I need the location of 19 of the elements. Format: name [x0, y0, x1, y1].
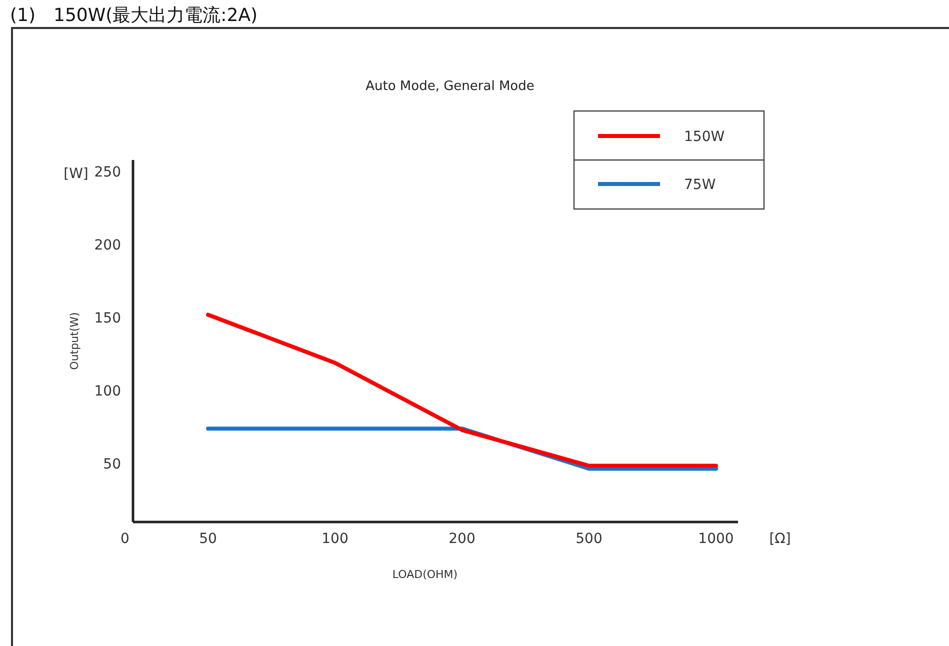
y-axis-title: Output(W) — [68, 312, 81, 370]
y-tick-label: 200 — [94, 238, 121, 254]
y-tick-label: 50 — [103, 456, 121, 473]
x-tick-label: 0 — [120, 531, 130, 547]
x-tick-label: 50 — [199, 531, 217, 547]
text: [W] — [64, 166, 88, 182]
x-tick-label: 500 — [576, 531, 602, 547]
y-tick-label: 250 — [94, 164, 121, 181]
x-axis-title: LOAD(OHM) — [392, 568, 458, 581]
y-tick-label: 150 — [94, 310, 121, 327]
y-tick-label: 100 — [94, 384, 121, 400]
chart-subtitle: Auto Mode, General Mode — [366, 79, 534, 94]
x-tick-label: 200 — [448, 531, 476, 547]
chart-title: (1) 150W(最大出力電流:2A) — [10, 5, 258, 26]
legend-label: 75W — [684, 177, 716, 193]
text: [Ω] — [769, 531, 791, 547]
legend-label: 150W — [684, 129, 725, 145]
x-tick-label: 1000 — [698, 531, 734, 547]
x-tick-label: 100 — [322, 531, 348, 547]
